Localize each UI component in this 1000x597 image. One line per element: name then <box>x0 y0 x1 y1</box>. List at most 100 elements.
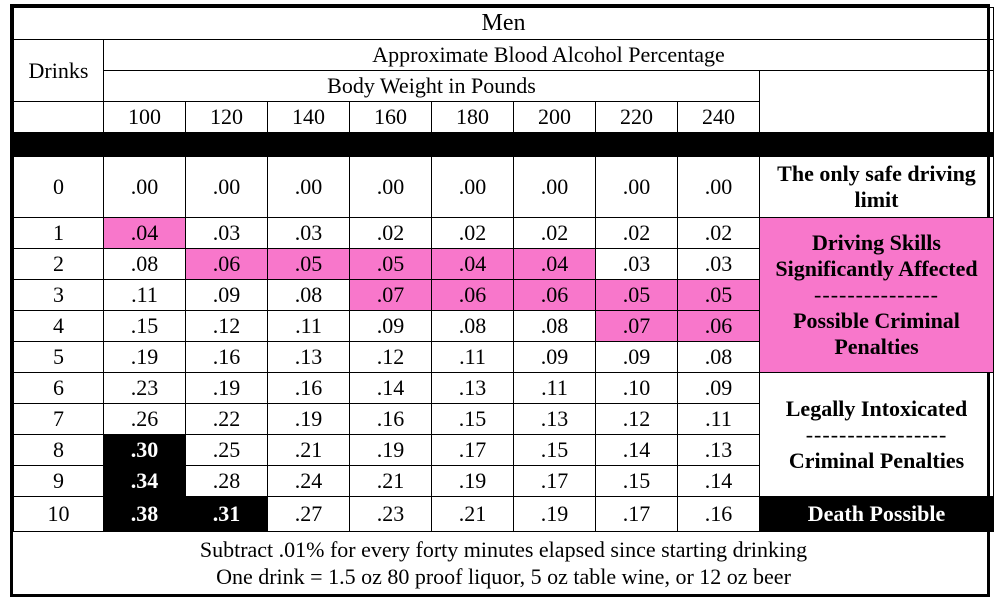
bac-cell: .03 <box>186 218 268 249</box>
table-row: 0.00.00.00.00.00.00.00.00The only safe d… <box>14 157 994 218</box>
drinks-cell: 4 <box>14 311 104 342</box>
bac-cell: .09 <box>596 342 678 373</box>
bac-cell: .14 <box>678 466 760 497</box>
bac-cell: .08 <box>514 311 596 342</box>
bac-cell: .00 <box>514 157 596 218</box>
bac-cell: .23 <box>104 373 186 404</box>
bac-cell: .24 <box>268 466 350 497</box>
table-row: 6.23.19.16.14.13.11.10.09Legally Intoxic… <box>14 373 994 404</box>
subtitle: Approximate Blood Alcohol Percentage <box>104 40 994 71</box>
bac-cell: .21 <box>350 466 432 497</box>
footer-note-1: Subtract .01% for every forty minutes el… <box>14 532 994 564</box>
bac-cell: .27 <box>268 497 350 532</box>
drinks-cell: 7 <box>14 404 104 435</box>
drinks-cell: 5 <box>14 342 104 373</box>
desc-text: Legally Intoxicated <box>786 396 968 421</box>
bac-cell: .00 <box>268 157 350 218</box>
weight-col: 200 <box>514 102 596 133</box>
desc-text: Significantly Affected <box>775 256 977 281</box>
weight-col: 240 <box>678 102 760 133</box>
bac-cell: .09 <box>186 280 268 311</box>
weight-col: 100 <box>104 102 186 133</box>
desc-text: Possible Criminal <box>793 308 960 333</box>
bac-cell: .13 <box>432 373 514 404</box>
bac-cell: .19 <box>432 466 514 497</box>
table-row: 1.04.03.03.02.02.02.02.02Driving SkillsS… <box>14 218 994 249</box>
bac-cell: .00 <box>432 157 514 218</box>
bac-cell: .16 <box>186 342 268 373</box>
drinks-empty <box>14 102 104 133</box>
bac-cell: .13 <box>268 342 350 373</box>
bac-cell: .21 <box>268 435 350 466</box>
bac-cell: .02 <box>514 218 596 249</box>
desc-legal: Legally Intoxicated-----------------Crim… <box>760 373 994 497</box>
bac-cell: .03 <box>678 249 760 280</box>
bac-cell: .28 <box>186 466 268 497</box>
desc-dash: --------------- <box>814 282 939 307</box>
desc-dash: ----------------- <box>806 422 948 447</box>
desc-text: The only safe driving <box>777 161 976 186</box>
table-row: 10.38.31.27.23.21.19.17.16Death Possible <box>14 497 994 532</box>
bac-cell: .30 <box>104 435 186 466</box>
bac-table: Men Drinks Approximate Blood Alcohol Per… <box>13 7 994 594</box>
bac-cell: .08 <box>104 249 186 280</box>
desc-header-empty <box>760 71 994 133</box>
bac-cell: .14 <box>596 435 678 466</box>
bac-cell: .15 <box>596 466 678 497</box>
bac-cell: .10 <box>596 373 678 404</box>
bac-cell: .12 <box>596 404 678 435</box>
bac-cell: .02 <box>432 218 514 249</box>
bac-chart: Men Drinks Approximate Blood Alcohol Per… <box>10 4 990 597</box>
bac-cell: .00 <box>350 157 432 218</box>
bac-cell: .02 <box>678 218 760 249</box>
bac-cell: .34 <box>104 466 186 497</box>
bac-cell: .08 <box>268 280 350 311</box>
bac-cell: .05 <box>678 280 760 311</box>
drinks-cell: 8 <box>14 435 104 466</box>
drinks-cell: 9 <box>14 466 104 497</box>
bac-cell: .23 <box>350 497 432 532</box>
bac-cell: .15 <box>104 311 186 342</box>
bac-cell: .15 <box>432 404 514 435</box>
drinks-cell: 1 <box>14 218 104 249</box>
desc-text: Criminal Penalties <box>789 448 964 473</box>
drinks-cell: 10 <box>14 497 104 532</box>
bac-cell: .07 <box>596 311 678 342</box>
bac-cell: .16 <box>350 404 432 435</box>
bac-cell: .06 <box>432 280 514 311</box>
bac-cell: .03 <box>268 218 350 249</box>
drinks-header: Drinks <box>14 40 104 102</box>
bac-cell: .17 <box>514 466 596 497</box>
weight-col: 220 <box>596 102 678 133</box>
bac-cell: .00 <box>596 157 678 218</box>
drinks-cell: 0 <box>14 157 104 218</box>
bac-cell: .25 <box>186 435 268 466</box>
weight-col: 160 <box>350 102 432 133</box>
bac-cell: .07 <box>350 280 432 311</box>
desc-text: limit <box>855 187 899 212</box>
bac-cell: .19 <box>514 497 596 532</box>
bac-cell: .00 <box>104 157 186 218</box>
bac-cell: .02 <box>596 218 678 249</box>
bac-cell: .16 <box>268 373 350 404</box>
drinks-cell: 3 <box>14 280 104 311</box>
chart-title: Men <box>14 8 994 40</box>
bac-cell: .22 <box>186 404 268 435</box>
bac-cell: .17 <box>596 497 678 532</box>
bac-cell: .11 <box>432 342 514 373</box>
drinks-cell: 6 <box>14 373 104 404</box>
footer-note-2: One drink = 1.5 oz 80 proof liquor, 5 oz… <box>14 564 994 594</box>
bac-cell: .19 <box>268 404 350 435</box>
bac-cell: .00 <box>678 157 760 218</box>
body-weight-header: Body Weight in Pounds <box>104 71 760 102</box>
bac-cell: .14 <box>350 373 432 404</box>
bac-cell: .08 <box>678 342 760 373</box>
desc-text: Penalties <box>834 334 918 359</box>
bac-cell: .05 <box>350 249 432 280</box>
bac-cell: .19 <box>104 342 186 373</box>
bac-cell: .15 <box>514 435 596 466</box>
bac-cell: .17 <box>432 435 514 466</box>
bac-cell: .12 <box>186 311 268 342</box>
bac-cell: .11 <box>514 373 596 404</box>
bac-cell: .11 <box>268 311 350 342</box>
